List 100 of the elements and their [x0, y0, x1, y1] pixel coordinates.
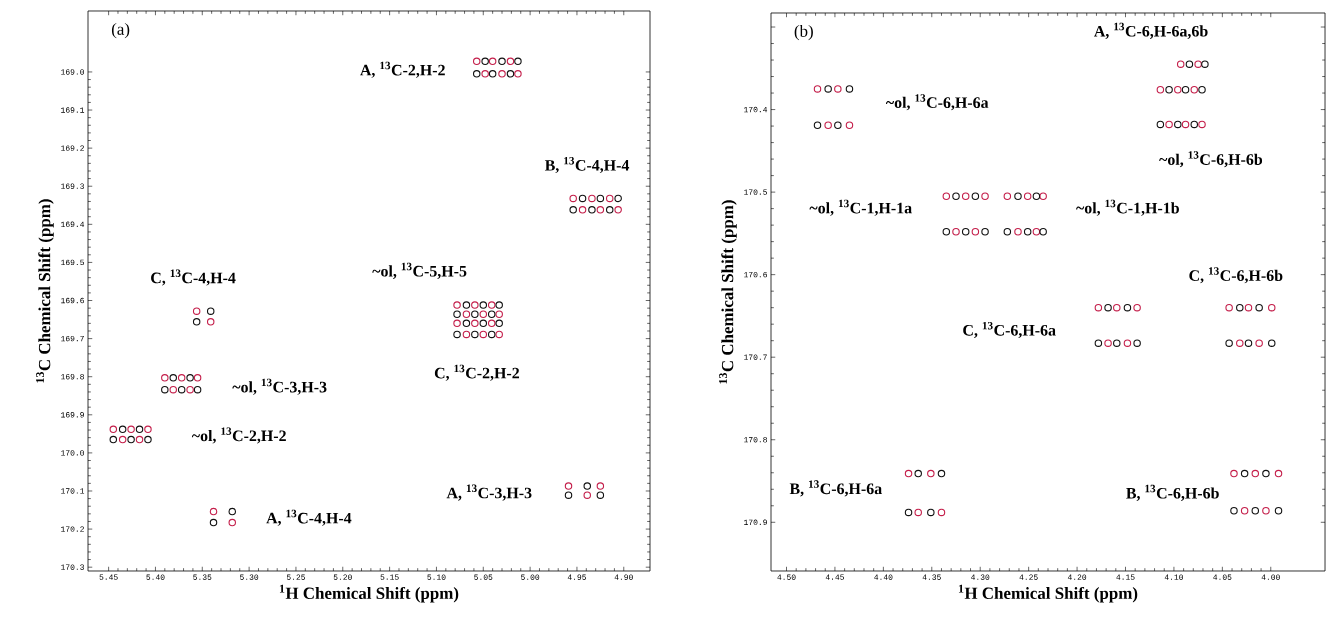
point — [569, 206, 577, 214]
point — [506, 57, 515, 66]
point — [1240, 506, 1249, 515]
point — [596, 206, 605, 214]
point — [177, 385, 186, 394]
point — [498, 57, 506, 66]
point — [479, 319, 488, 328]
point — [1251, 469, 1260, 478]
point — [1198, 86, 1206, 94]
point — [514, 70, 522, 78]
annotation: ~ol, $^{13}$C-6,H-6b — [1159, 151, 1263, 168]
point — [488, 70, 497, 78]
point — [487, 301, 496, 309]
point — [1174, 86, 1182, 94]
point — [927, 469, 935, 478]
point — [588, 206, 596, 214]
point — [588, 194, 596, 203]
point — [488, 57, 497, 66]
point — [1039, 227, 1047, 236]
point — [1014, 192, 1022, 200]
point — [1190, 86, 1199, 94]
point — [1268, 339, 1276, 347]
point — [462, 301, 471, 309]
point — [487, 330, 496, 339]
annotation: B, $^{13}$C-4,H-4 — [544, 156, 630, 174]
annotation: ~ol, $^{13}$C-2,H-2 — [191, 427, 286, 444]
annotation: ~ol, $^{13}$C-1,H-1a — [809, 199, 912, 216]
annotation: A, $^{13}$C-2,H-2 — [360, 61, 445, 78]
annotation: C, $^{13}$C-6,H-6a — [963, 321, 1056, 338]
point — [161, 385, 169, 394]
point — [1156, 86, 1165, 94]
point — [135, 435, 144, 444]
point — [206, 307, 215, 315]
point — [596, 194, 605, 203]
point — [1225, 339, 1233, 347]
point — [1156, 120, 1165, 129]
annotation: ~ol, $^{13}$C-5,H-5 — [372, 262, 467, 279]
point — [1181, 86, 1190, 94]
point — [1032, 192, 1041, 200]
point — [1255, 339, 1263, 347]
point — [1262, 469, 1270, 478]
point — [1240, 469, 1249, 478]
point — [1274, 469, 1283, 478]
point — [169, 374, 177, 382]
point — [471, 319, 479, 328]
point — [1268, 303, 1276, 312]
point — [514, 57, 522, 66]
point — [904, 469, 913, 478]
point — [1251, 506, 1260, 515]
point — [564, 491, 573, 499]
point — [1032, 227, 1041, 236]
point — [472, 57, 481, 66]
point — [192, 318, 201, 326]
point — [498, 70, 506, 78]
point — [1185, 60, 1194, 68]
point — [914, 469, 922, 478]
point — [1255, 303, 1263, 312]
annotation: A, $^{13}$C-4,H-4 — [266, 509, 352, 526]
point — [834, 121, 842, 129]
point — [1230, 469, 1238, 478]
point — [961, 192, 970, 200]
point — [971, 227, 980, 236]
point — [192, 307, 201, 315]
annotation: C, $^{13}$C-6,H-6b — [1189, 267, 1283, 284]
point — [927, 508, 935, 517]
point — [453, 310, 461, 318]
point — [1039, 192, 1047, 200]
point — [614, 194, 622, 203]
point — [1236, 303, 1244, 312]
point — [1165, 120, 1173, 129]
point — [495, 310, 503, 318]
point — [118, 425, 127, 434]
annotation: A, $^{13}$C-3,H-3 — [446, 484, 532, 501]
point — [914, 508, 922, 517]
point — [1236, 339, 1244, 347]
point — [583, 491, 591, 499]
point — [453, 301, 461, 309]
point — [193, 374, 202, 382]
point — [135, 425, 144, 434]
point — [824, 121, 832, 129]
point — [937, 508, 946, 517]
point — [1262, 506, 1270, 515]
point — [824, 85, 832, 93]
point — [1230, 506, 1238, 515]
point — [569, 194, 577, 203]
annotation: ~ol, $^{13}$C-1,H-1b — [1076, 199, 1179, 216]
point — [1003, 192, 1012, 200]
point — [605, 194, 614, 203]
point — [481, 70, 489, 78]
point — [127, 425, 135, 434]
point — [845, 85, 854, 93]
point — [453, 330, 461, 339]
point — [937, 469, 946, 478]
point — [1003, 227, 1012, 236]
y-axis-title: $^{13}$C Chemical Shift (ppm) — [36, 199, 54, 383]
point — [605, 206, 614, 214]
point — [1133, 303, 1141, 312]
annotation: ~ol, $^{13}$C-3,H-3 — [232, 378, 327, 395]
point — [109, 435, 118, 444]
point — [209, 518, 218, 527]
